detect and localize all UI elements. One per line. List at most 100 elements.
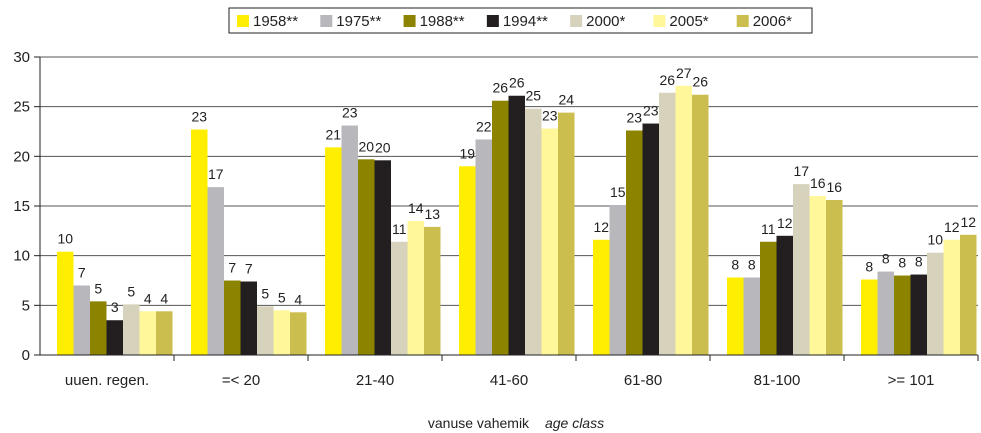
axes: 0 5 10 15 20 25 30 uuen. regen. =< 20 21-40 41-60 6…	[13, 49, 979, 389]
data-label: 12	[944, 219, 960, 235]
data-label: 8	[915, 254, 923, 270]
data-label: 4	[160, 290, 168, 306]
bar	[927, 252, 944, 355]
data-label: 25	[525, 88, 541, 104]
legend-swatch	[237, 15, 249, 27]
data-label: 23	[643, 103, 659, 119]
legend-swatch	[320, 15, 333, 27]
bar	[424, 226, 441, 355]
bar	[609, 205, 626, 355]
bar	[156, 311, 173, 355]
x-tick-label: >= 101	[888, 372, 935, 389]
data-label: 10	[927, 232, 943, 248]
bar	[325, 147, 342, 355]
data-label: 12	[777, 215, 793, 231]
bar	[224, 280, 241, 355]
bar	[290, 312, 307, 355]
bar	[960, 234, 977, 355]
data-label: 20	[375, 139, 391, 155]
bar	[525, 108, 542, 355]
bar	[861, 279, 878, 355]
bar	[273, 310, 290, 355]
data-label: 11	[761, 221, 776, 237]
data-label: 8	[748, 257, 756, 273]
data-label: 12	[960, 214, 976, 230]
data-label: 23	[191, 109, 207, 125]
bar	[90, 301, 107, 355]
bar	[106, 320, 123, 355]
bar	[727, 277, 744, 355]
x-axis-title-main: vanuse vahemik	[428, 415, 530, 431]
data-label: 21	[325, 126, 341, 142]
legend-label: 2000*	[586, 13, 625, 30]
x-axis-title-sub: age class	[545, 415, 604, 431]
data-label: 8	[898, 255, 906, 271]
bar	[877, 271, 894, 355]
x-axis-title: vanuse vahemik age class	[428, 415, 604, 431]
legend-label: 2006*	[753, 13, 792, 30]
data-label: 22	[476, 118, 492, 134]
data-label: 16	[826, 179, 842, 195]
data-label: 17	[793, 163, 809, 179]
bar	[191, 129, 208, 355]
y-tick-label: 15	[13, 198, 30, 215]
data-label: 10	[57, 231, 73, 247]
legend-swatch	[486, 15, 499, 27]
data-label: 7	[228, 260, 236, 276]
data-label: 17	[208, 166, 224, 182]
y-tick-label: 5	[22, 297, 30, 314]
bar	[743, 277, 760, 355]
bar	[910, 274, 927, 355]
data-label: 3	[111, 299, 119, 315]
data-label: 20	[358, 138, 374, 154]
data-label: 5	[278, 289, 286, 305]
bar	[626, 130, 643, 355]
data-label: 11	[392, 221, 407, 237]
bar	[826, 200, 843, 355]
bar	[475, 139, 492, 355]
data-label: 4	[294, 291, 302, 307]
x-tick-label: 81-100	[754, 372, 801, 389]
bar	[341, 125, 358, 355]
bar	[391, 241, 408, 355]
x-tick-label: 61-80	[624, 372, 662, 389]
data-label: 19	[459, 145, 475, 161]
legend-label: 1958**	[253, 13, 298, 30]
legend-label: 1994**	[503, 13, 548, 30]
data-label: 23	[342, 105, 358, 121]
y-tick-label: 30	[13, 49, 30, 66]
data-label: 8	[865, 259, 873, 275]
bar	[374, 160, 391, 355]
bar	[57, 251, 74, 355]
data-label: 26	[659, 72, 675, 88]
x-tick-label: =< 20	[222, 372, 260, 389]
bar	[760, 241, 777, 355]
data-label: 7	[78, 264, 86, 280]
data-label: 15	[610, 184, 626, 200]
bar	[675, 85, 692, 355]
bar	[73, 285, 90, 355]
bar	[207, 187, 224, 355]
bar	[407, 220, 424, 355]
data-label: 5	[127, 283, 135, 299]
x-tick-label: 41-60	[490, 372, 528, 389]
data-label: 27	[676, 65, 692, 81]
bar	[793, 184, 810, 355]
bar	[508, 95, 525, 356]
data-label: 24	[558, 92, 574, 108]
data-label: 8	[882, 251, 890, 267]
y-tick-label: 10	[13, 248, 30, 265]
bar	[139, 311, 156, 355]
bar	[541, 128, 558, 355]
bar	[492, 100, 509, 355]
bar	[659, 92, 676, 355]
legend-label: 1988**	[420, 13, 465, 30]
data-label: 5	[94, 280, 102, 296]
bar	[809, 196, 826, 355]
legend-label: 2005*	[669, 13, 708, 30]
legend-swatch	[403, 15, 416, 27]
bar	[943, 239, 960, 355]
legend-swatch	[570, 15, 583, 27]
bar	[123, 304, 140, 355]
